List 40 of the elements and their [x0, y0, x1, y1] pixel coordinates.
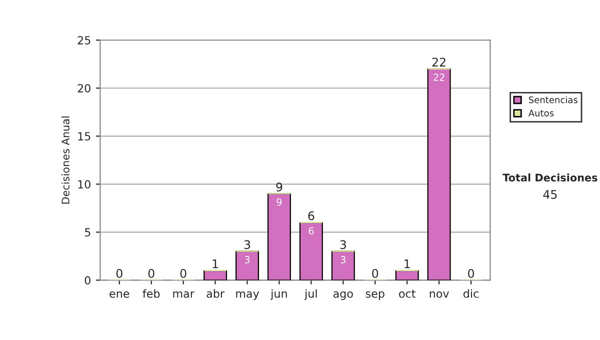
legend-label: Sentencias: [528, 96, 578, 104]
x-tick-label: oct: [399, 290, 416, 298]
x-tick-label: ago: [333, 291, 353, 300]
x-tick-label: feb: [142, 289, 160, 298]
data-label: 3: [244, 256, 250, 264]
total-label: 6: [308, 211, 314, 220]
y-tick-label: 15: [78, 132, 90, 141]
x-tick-label: sep: [366, 291, 384, 300]
total-label: 0: [180, 268, 186, 278]
data-label: 6: [308, 227, 314, 235]
data-label: 22: [434, 74, 444, 81]
x-tick-label: abr: [206, 289, 224, 298]
y-tick-label: 25: [78, 36, 90, 44]
y-tick-label: 5: [84, 228, 90, 237]
x-tick-label: may: [236, 291, 260, 300]
total-label: 0: [372, 268, 378, 278]
total-label: 0: [116, 268, 122, 278]
x-tick-label: jul: [304, 289, 317, 300]
total-label: 22: [432, 58, 446, 66]
x-tick-label: jun: [270, 289, 287, 300]
x-tick-label: ene: [110, 291, 130, 298]
y-tick-label: 10: [78, 180, 90, 189]
x-tick-label: dic: [464, 289, 478, 298]
total-label: 9: [276, 182, 282, 192]
x-tick-label: nov: [430, 291, 449, 298]
total-label: 1: [212, 259, 218, 268]
data-label: 3: [340, 256, 346, 264]
text: 45: [543, 190, 557, 199]
x-tick-label: mar: [173, 291, 194, 298]
text: Total Decisiones: [502, 173, 598, 182]
total-label: 1: [404, 259, 410, 268]
total-label: 0: [468, 268, 474, 278]
y-tick-label: 0: [84, 276, 90, 285]
y-axis-title: Decisiones Anual: [61, 116, 70, 204]
legend-label: Autos: [528, 110, 554, 116]
total-label: 0: [148, 268, 154, 278]
y-tick-label: 20: [78, 84, 90, 93]
total-label: 3: [244, 240, 250, 250]
total-label: 3: [340, 240, 346, 250]
data-label: 9: [276, 198, 282, 206]
